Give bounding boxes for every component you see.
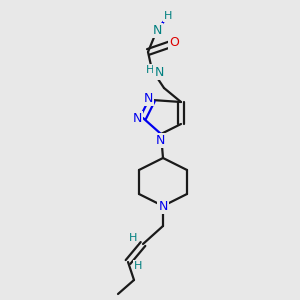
Text: N: N: [152, 23, 162, 37]
Text: N: N: [158, 200, 168, 212]
Text: N: N: [132, 112, 142, 124]
Text: H: H: [134, 261, 142, 271]
Text: H: H: [129, 233, 137, 243]
Text: N: N: [155, 134, 165, 146]
Text: N: N: [154, 65, 164, 79]
Text: O: O: [169, 37, 179, 50]
Text: N: N: [143, 92, 153, 104]
Text: H: H: [164, 11, 172, 21]
Text: H: H: [146, 65, 154, 75]
